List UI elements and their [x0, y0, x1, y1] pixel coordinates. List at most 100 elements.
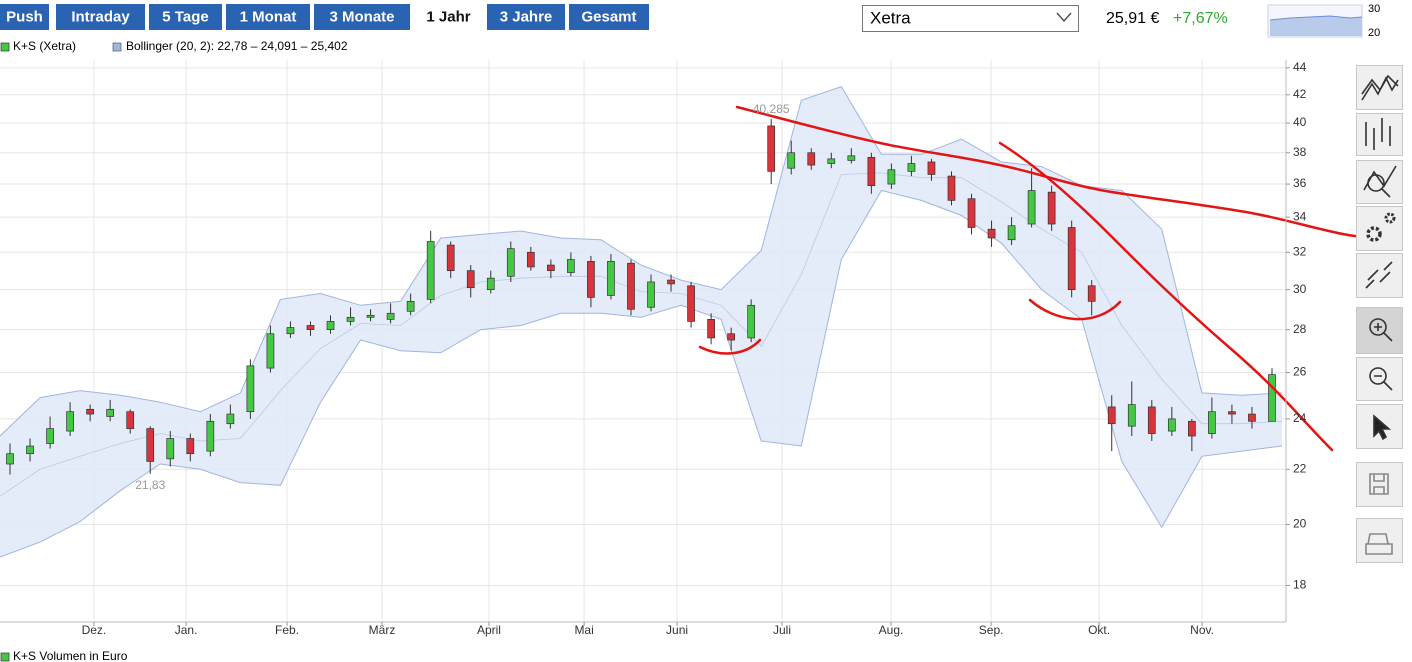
range-button-label[interactable]: 3 Jahre — [500, 8, 553, 25]
price-annotation: 40,285 — [753, 102, 790, 116]
price-annotation: 21,83 — [135, 478, 165, 492]
indicator-button[interactable] — [1356, 160, 1403, 204]
range-button-label[interactable]: 3 Monate — [329, 8, 394, 25]
settings-button[interactable] — [1356, 206, 1403, 251]
y-tick-label: 32 — [1293, 244, 1307, 258]
volume-label: K+S Volumen in Euro — [13, 649, 128, 662]
range-button[interactable] — [226, 4, 310, 30]
bollinger-area — [0, 86, 1282, 558]
candle-body — [887, 169, 896, 185]
quote-price: 25,91 € — [1106, 10, 1159, 27]
range-button[interactable] — [487, 4, 565, 30]
candle-body — [647, 281, 655, 308]
candle-body — [246, 365, 255, 413]
candle-body — [286, 327, 295, 335]
legend-label: K+S (Xetra) — [13, 39, 76, 53]
mini-chart-label: 30 — [1368, 3, 1380, 15]
y-tick-label: 18 — [1293, 578, 1307, 592]
candle-body — [126, 411, 135, 429]
save-button[interactable] — [1356, 462, 1403, 507]
candle-body — [186, 438, 195, 455]
candle-body — [166, 438, 175, 460]
range-button-label[interactable]: Push — [6, 8, 43, 25]
candle-body — [1167, 418, 1176, 432]
axis-layer: 18 20 22 24 26 28 30 32 34 36 38 40 42 44 Dez. Jan. Feb.… — [82, 60, 1307, 637]
range-button[interactable] — [56, 4, 145, 30]
candle-body — [987, 228, 996, 239]
pointer-button[interactable] — [1356, 404, 1403, 449]
exchange-select[interactable] — [862, 5, 1079, 32]
range-button[interactable] — [414, 4, 483, 30]
link-button[interactable] — [1356, 253, 1403, 298]
candle-body — [1268, 374, 1276, 422]
x-tick-label: Juli — [773, 623, 791, 637]
candle-body — [1188, 420, 1196, 437]
y-tick-label: 36 — [1293, 176, 1307, 190]
y-tick-label: 30 — [1293, 282, 1307, 296]
zoom-out-button[interactable] — [1356, 357, 1403, 401]
candle-body — [6, 453, 14, 465]
range-button-label[interactable]: 1 Jahr — [426, 8, 470, 25]
zoom-in-button[interactable] — [1356, 307, 1403, 354]
y-tick-label: 44 — [1293, 60, 1307, 74]
x-tick-label: Sep. — [979, 623, 1004, 637]
line-chart-button[interactable] — [1356, 65, 1403, 110]
candle-body — [506, 248, 515, 277]
range-button-label[interactable]: Gesamt — [581, 8, 636, 25]
candle-body — [1228, 411, 1236, 415]
range-button-label[interactable]: Intraday — [71, 8, 130, 25]
y-tick-label: 42 — [1293, 87, 1307, 101]
y-tick-label: 34 — [1293, 209, 1307, 223]
mini-chart-label: 20 — [1368, 27, 1380, 39]
x-tick-label: Okt. — [1088, 623, 1110, 637]
y-tick-label: 26 — [1293, 365, 1307, 379]
y-tick-label: 24 — [1293, 411, 1307, 425]
candle-body — [26, 445, 34, 455]
candle-body — [66, 411, 74, 432]
candle-body — [847, 155, 856, 161]
exchange-select-text[interactable]: Xetra — [870, 8, 911, 27]
toolbar: Push Intraday 5 Tage 1 Monat 3 Monate 1 Jahr 3… — [0, 4, 649, 30]
x-tick-label: Feb. — [275, 623, 299, 637]
candle-body — [1248, 413, 1256, 422]
candle-body — [206, 420, 215, 452]
candle-body — [947, 175, 956, 201]
candle-body — [146, 428, 155, 462]
candle-body — [366, 314, 375, 318]
y-tick-label: 22 — [1293, 461, 1307, 475]
candle-body — [1127, 404, 1136, 427]
x-tick-label: Aug. — [879, 623, 904, 637]
candle-body — [106, 408, 115, 417]
candle-body — [526, 251, 535, 268]
candle-body — [306, 325, 315, 330]
mini-chart: 30 20 — [1267, 3, 1380, 39]
y-tick-label: 40 — [1293, 115, 1307, 129]
range-button-label[interactable]: 1 Monat — [240, 8, 297, 25]
candle-body — [747, 304, 756, 339]
candle-body — [266, 333, 275, 369]
band-layer — [0, 85, 1283, 558]
candle-body — [707, 319, 715, 339]
range-button[interactable] — [314, 4, 410, 30]
candle-body — [386, 312, 395, 320]
x-tick-label: Juni — [666, 623, 688, 637]
x-tick-label: Mai — [574, 623, 593, 637]
candle-body — [907, 163, 916, 172]
candle-body — [1208, 411, 1216, 434]
range-button[interactable] — [0, 4, 49, 30]
side-toolbar — [1356, 65, 1403, 563]
quote-change: +7,67% — [1173, 10, 1228, 27]
ohlc-button[interactable] — [1356, 113, 1403, 156]
range-button[interactable] — [149, 4, 222, 30]
candle-body — [1067, 227, 1076, 290]
x-tick-label: Jan. — [175, 623, 198, 637]
y-tick-label: 38 — [1293, 145, 1307, 159]
legend-swatch — [0, 42, 10, 52]
candle-body — [667, 279, 675, 285]
range-button-label[interactable]: 5 Tage — [162, 8, 208, 25]
candle-body — [927, 161, 936, 175]
print-button[interactable] — [1356, 518, 1403, 563]
bollinger-upper — [0, 85, 1283, 437]
range-button[interactable] — [569, 4, 649, 30]
